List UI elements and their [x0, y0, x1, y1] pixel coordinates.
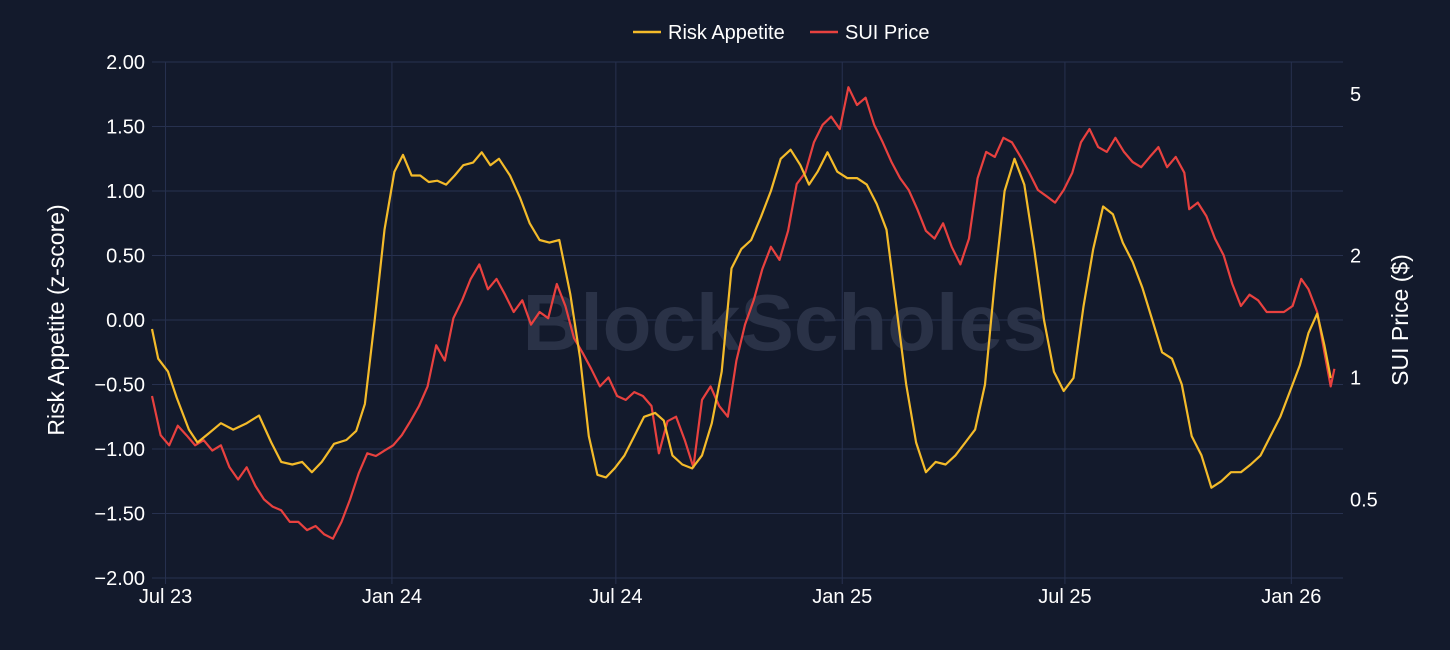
y-left-tick-label: 1.00 [106, 181, 145, 203]
y-left-tick-label: −2.00 [94, 568, 145, 590]
y-left-tick-label: 0.50 [106, 246, 145, 268]
y-left-title: Risk Appetite (z-score) [43, 204, 69, 435]
x-tick-label: Jul 25 [1038, 586, 1091, 608]
series-lines [150, 86, 1336, 540]
x-tick-label: Jul 24 [589, 586, 642, 608]
y-left-ticks: 2.00 1.50 1.00 0.50 0.00 −0.50 −1.00 −1.50 −2.00 [94, 52, 145, 590]
y-left-tick-label: 1.50 [106, 117, 145, 139]
y-right-title: SUI Price ($) [1387, 254, 1413, 386]
y-right-tick-label: 1 [1350, 367, 1361, 389]
series-line-sui-price [150, 86, 1336, 540]
series-line-risk-appetite [150, 148, 1332, 489]
y-left-tick-label: −1.00 [94, 439, 145, 461]
legend-item-sui-price[interactable]: SUI Price [810, 22, 929, 44]
x-tick-label: Jul 23 [139, 586, 192, 608]
x-tick-label: Jan 25 [812, 586, 872, 608]
x-tick-label: Jan 24 [362, 586, 422, 608]
y-left-tick-label: 2.00 [106, 52, 145, 74]
y-right-tick-label: 5 [1350, 84, 1361, 106]
y-right-ticks: 5 2 1 0.5 [1350, 84, 1378, 511]
y-left-tick-label: −0.50 [94, 375, 145, 397]
legend-label-risk-appetite: Risk Appetite [668, 22, 785, 44]
watermark: BlockScholes [523, 278, 1048, 367]
legend[interactable]: Risk Appetite SUI Price [633, 22, 929, 44]
y-left-tick-label: 0.00 [106, 310, 145, 332]
y-right-tick-label: 0.5 [1350, 489, 1378, 511]
x-tick-label: Jan 26 [1261, 586, 1321, 608]
y-left-tick-label: −1.50 [94, 504, 145, 526]
x-axis-ticks: Jul 23 Jan 24 Jul 24 Jan 25 Jul 25 Jan 26 [139, 586, 1322, 608]
y-right-tick-label: 2 [1350, 245, 1361, 267]
legend-item-risk-appetite[interactable]: Risk Appetite [633, 22, 785, 44]
legend-label-sui-price: SUI Price [845, 22, 929, 44]
